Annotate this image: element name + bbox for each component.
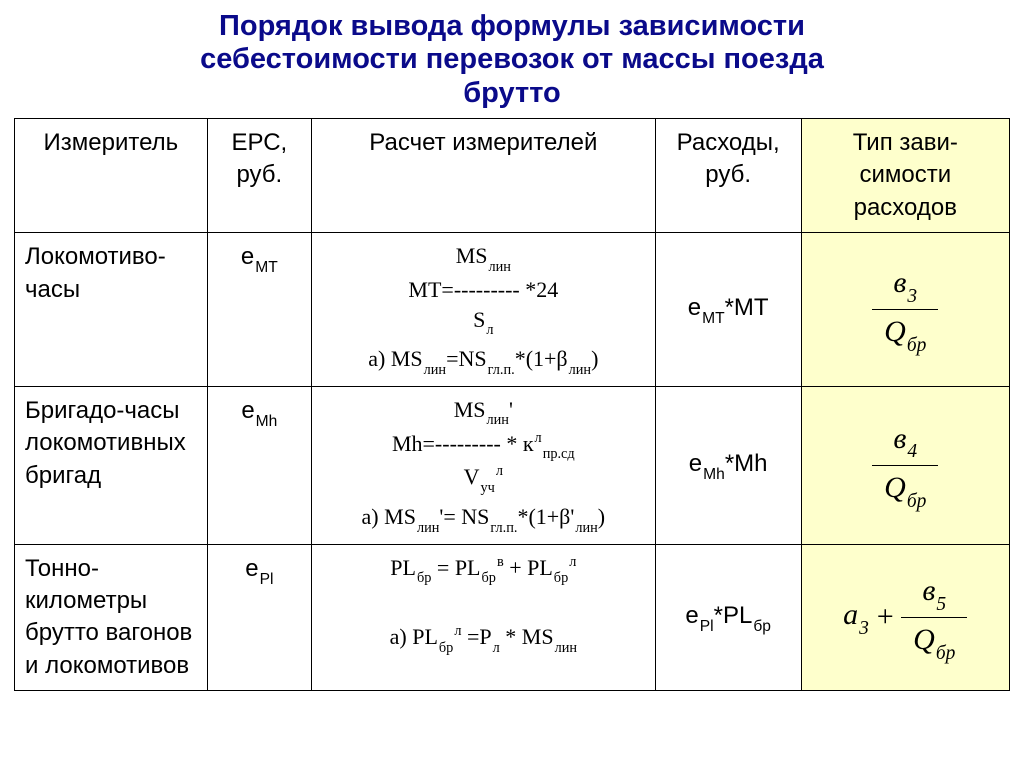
cell-calc: MSлинMT=--------- *24Sла) MSлин=NSгл.п.*… xyxy=(311,233,655,387)
table-row: Бригадо-часы локомотивных бригадеMhMSлин… xyxy=(15,386,1010,544)
col-calc: Расчет измерителей xyxy=(311,119,655,233)
col-erc: ЕРС, руб. xyxy=(207,119,311,233)
cell-calc: PLбр = PLбрв + PLбрла) PLбрл =Pл * MSлин xyxy=(311,544,655,691)
cell-cost: еMT*MT xyxy=(655,233,801,387)
table-row: Локомотиво-часыеMTMSлинMT=--------- *24S… xyxy=(15,233,1010,387)
cell-meter: Локомотиво-часы xyxy=(15,233,208,387)
cell-meter: Тонно-километры брутто вагонов и локомот… xyxy=(15,544,208,691)
page: Порядок вывода формулы зависимости себес… xyxy=(0,0,1024,768)
col-cost: Расходы, руб. xyxy=(655,119,801,233)
col-meter: Измеритель xyxy=(15,119,208,233)
cell-calc: MSлин'Mh=--------- * клпр.сдVучла) MSлин… xyxy=(311,386,655,544)
table-header-row: Измеритель ЕРС, руб. Расчет измерителей … xyxy=(15,119,1010,233)
table-body: Локомотиво-часыеMTMSлинMT=--------- *24S… xyxy=(15,233,1010,691)
cell-erc: еMh xyxy=(207,386,311,544)
cell-meter: Бригадо-часы локомотивных бригад xyxy=(15,386,208,544)
cell-cost: еMh*Mh xyxy=(655,386,801,544)
cell-dependency: а3+в5Qбр xyxy=(801,544,1009,691)
cell-cost: еPl*PLбр xyxy=(655,544,801,691)
col-dep: Тип зави-симости расходов xyxy=(801,119,1009,233)
cell-dependency: в4Qбр xyxy=(801,386,1009,544)
table-row: Тонно-километры брутто вагонов и локомот… xyxy=(15,544,1010,691)
cell-dependency: в3Qбр xyxy=(801,233,1009,387)
page-title: Порядок вывода формулы зависимости себес… xyxy=(14,10,1010,110)
cell-erc: еPl xyxy=(207,544,311,691)
cell-erc: еMT xyxy=(207,233,311,387)
title-line-3: брутто xyxy=(463,77,560,109)
title-line-1: Порядок вывода формулы зависимости xyxy=(219,10,805,42)
title-line-2: себестоимости перевозок от массы поезда xyxy=(200,43,824,75)
formula-table: Измеритель ЕРС, руб. Расчет измерителей … xyxy=(14,118,1010,691)
